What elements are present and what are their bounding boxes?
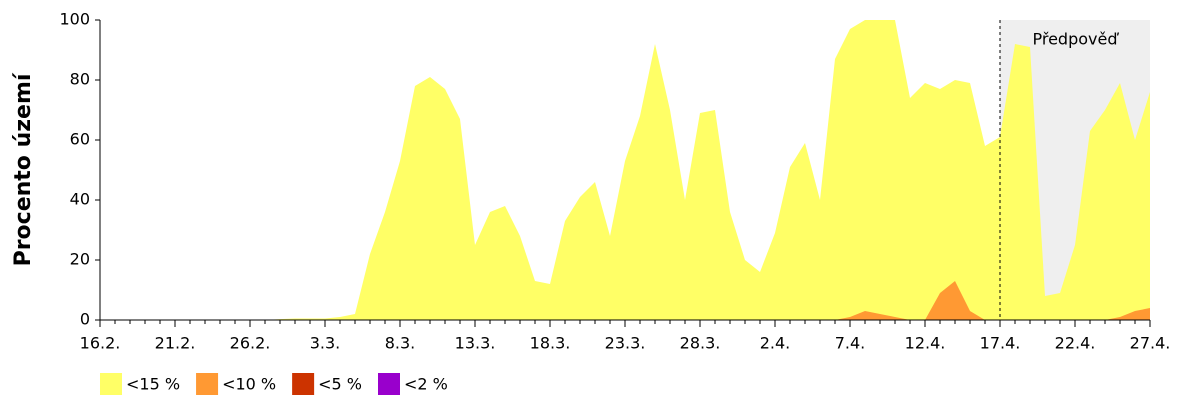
x-tick-label: 13.3. [455, 334, 496, 353]
forecast-label: Předpověď [1032, 30, 1119, 49]
x-tick-label: 27.4. [1130, 334, 1171, 353]
y-tick-label: 0 [80, 310, 90, 329]
legend-label: <2 % [404, 375, 448, 394]
y-tick-label: 60 [70, 130, 90, 149]
y-tick-label: 100 [59, 10, 90, 29]
y-tick-label: 40 [70, 190, 90, 209]
legend-swatch [100, 373, 122, 395]
x-tick-label: 28.3. [680, 334, 721, 353]
legend-swatch [196, 373, 219, 395]
x-tick-label: 12.4. [905, 334, 946, 353]
y-tick-label: 20 [70, 250, 90, 269]
legend-label: <10 % [222, 375, 276, 394]
y-axis-title: Procento území [11, 72, 36, 266]
x-tick-label: 26.2. [230, 334, 271, 353]
x-tick-label: 23.3. [605, 334, 646, 353]
legend-swatch [378, 373, 400, 395]
legend-label: <15 % [126, 375, 180, 394]
x-tick-label: 7.4. [835, 334, 866, 353]
x-tick-label: 16.2. [80, 334, 121, 353]
legend-label: <5 % [318, 375, 362, 394]
x-tick-label: 18.3. [530, 334, 571, 353]
x-tick-label: 8.3. [385, 334, 416, 353]
x-tick-label: 22.4. [1055, 334, 1096, 353]
x-tick-label: 21.2. [155, 334, 196, 353]
area [100, 20, 1150, 320]
y-tick-label: 80 [70, 70, 90, 89]
x-tick-label: 3.3. [310, 334, 341, 353]
legend-swatch [292, 373, 315, 395]
area [100, 281, 1150, 320]
x-tick-label: 2.4. [760, 334, 791, 353]
x-tick-label: 17.4. [980, 334, 1021, 353]
